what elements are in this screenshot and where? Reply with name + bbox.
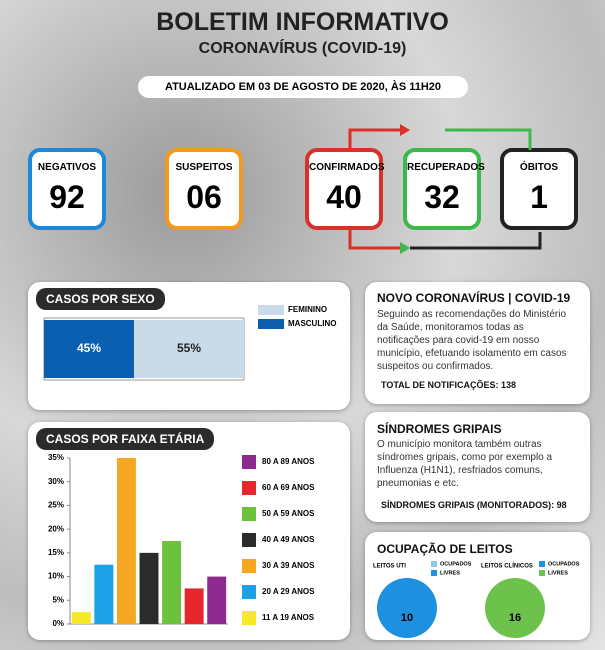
news-body: Seguindo as recomendações do Ministério … bbox=[377, 309, 567, 372]
stat-label: CONFIRMADOS bbox=[309, 162, 385, 173]
age-panel: CASOS POR FAIXA ETÁRIA 0% 5% 10% 15% 20% 25% 3… bbox=[28, 422, 350, 640]
pie-value: 16 bbox=[509, 612, 521, 624]
legend-label: OCUPADOS bbox=[440, 561, 472, 567]
pie-label: LEITOS UTI bbox=[373, 564, 406, 570]
pie-slice bbox=[485, 578, 545, 638]
legend-label: 20 A 29 ANOS bbox=[262, 587, 315, 596]
legend-swatch bbox=[539, 570, 545, 576]
subtitle: CORONAVÍRUS (COVID-19) bbox=[198, 40, 407, 57]
arrow bbox=[410, 232, 542, 250]
bar bbox=[184, 588, 204, 624]
updated: ATUALIZADO EM 03 DE AGOSTO DE 2020, ÀS 1… bbox=[138, 76, 468, 98]
legend-swatch bbox=[242, 585, 256, 599]
stat-box: CONFIRMADOS 40 bbox=[305, 148, 385, 230]
arrow bbox=[348, 230, 400, 250]
legend-swatch bbox=[539, 561, 545, 567]
legend-swatch bbox=[242, 455, 256, 469]
legend-label: FEMININO bbox=[288, 305, 327, 314]
stat-box: RECUPERADOS 32 bbox=[403, 148, 485, 230]
legend-label: 40 A 49 ANOS bbox=[262, 535, 315, 544]
arrow bbox=[348, 128, 400, 148]
arrow bbox=[445, 128, 532, 150]
value-label: 45% bbox=[77, 341, 101, 355]
bar bbox=[162, 541, 182, 624]
legend-swatch bbox=[258, 319, 284, 329]
legend-swatch bbox=[242, 559, 256, 573]
y-tick-label: 15% bbox=[48, 548, 64, 557]
legend-swatch bbox=[242, 481, 256, 495]
stat-box: SUSPEITOS 06 bbox=[165, 148, 243, 230]
arrow-head bbox=[400, 124, 410, 136]
flow-arrows bbox=[348, 124, 542, 254]
y-tick-label: 10% bbox=[48, 572, 64, 581]
stat-value: 1 bbox=[530, 179, 548, 215]
bar bbox=[94, 564, 114, 624]
pie-value: 10 bbox=[401, 612, 413, 624]
beds-charts: LEITOS UTI OCUPADOS LIVRES 10 LEITOS CLÍNICO… bbox=[373, 561, 580, 638]
legend-label: LIVRES bbox=[440, 570, 460, 576]
sex-chart: 45% 55% FEMININO MASCULINO bbox=[43, 305, 336, 381]
y-tick-label: 0% bbox=[52, 619, 64, 628]
legend-label: MASCULINO bbox=[288, 319, 336, 328]
legend-label: 11 A 19 ANOS bbox=[262, 613, 315, 622]
arrow-head bbox=[400, 242, 410, 254]
panel-title: CASOS POR SEXO bbox=[36, 288, 165, 310]
syndromes-panel: SÍNDROMES GRIPAIS O município monitora t… bbox=[365, 412, 590, 522]
title: BOLETIM INFORMATIVO bbox=[156, 8, 449, 36]
bar-segment bbox=[134, 320, 244, 378]
legend-swatch bbox=[242, 611, 256, 625]
bar bbox=[116, 458, 136, 624]
value-label: 55% bbox=[177, 341, 201, 355]
sex-panel: CASOS POR SEXO 45% 55% FEMININO MASCULINO bbox=[28, 282, 350, 410]
stat-value: 92 bbox=[49, 179, 85, 215]
legend-swatch bbox=[242, 507, 256, 521]
legend-label: 50 A 59 ANOS bbox=[262, 509, 315, 518]
y-tick-label: 20% bbox=[48, 524, 64, 533]
syndromes-total: SÍNDROMES GRIPAIS (MONITORADOS): 98 bbox=[381, 500, 567, 510]
syndromes-title: SÍNDROMES GRIPAIS bbox=[377, 422, 502, 436]
legend-label: 30 A 39 ANOS bbox=[262, 561, 315, 570]
legend-label: OCUPADOS bbox=[548, 561, 580, 567]
y-tick-label: 30% bbox=[48, 477, 64, 486]
stat-box: ÓBITOS 1 bbox=[500, 148, 578, 230]
legend-label: LIVRES bbox=[548, 570, 568, 576]
legend-swatch bbox=[431, 561, 437, 567]
bar bbox=[139, 552, 159, 624]
stat-box: NEGATIVOS 92 bbox=[28, 148, 106, 230]
stat-label: ÓBITOS bbox=[519, 162, 559, 173]
y-tick-label: 35% bbox=[48, 453, 64, 462]
bar bbox=[71, 612, 91, 624]
stat-value: 06 bbox=[186, 179, 222, 215]
syndromes-body: O município monitora também outras síndr… bbox=[377, 439, 553, 489]
beds-title: OCUPAÇÃO DE LEITOS bbox=[377, 542, 513, 556]
legend-swatch bbox=[258, 305, 284, 315]
beds-panel: OCUPAÇÃO DE LEITOS LEITOS UTI OCUPADOS LIV… bbox=[365, 532, 590, 640]
legend-swatch bbox=[242, 533, 256, 547]
stat-label: NEGATIVOS bbox=[37, 162, 97, 173]
stat-value: 32 bbox=[424, 179, 460, 215]
news-title: NOVO CORONAVÍRUS | COVID-19 bbox=[377, 291, 571, 305]
y-tick-label: 5% bbox=[52, 595, 64, 604]
panel-title: CASOS POR FAIXA ETÁRIA bbox=[36, 428, 215, 450]
bar bbox=[207, 576, 227, 624]
stat-label: SUSPEITOS bbox=[175, 162, 233, 173]
legend-swatch bbox=[431, 570, 437, 576]
legend-label: 60 A 69 ANOS bbox=[262, 483, 315, 492]
pie-slice bbox=[377, 578, 437, 638]
stat-label: RECUPERADOS bbox=[407, 162, 485, 173]
stat-value: 40 bbox=[326, 179, 362, 215]
news-panel: NOVO CORONAVÍRUS | COVID-19 Seguindo as … bbox=[365, 282, 590, 404]
news-total: TOTAL DE NOTIFICAÇÕES: 138 bbox=[381, 380, 517, 390]
y-tick-label: 25% bbox=[48, 501, 64, 510]
bar-segment bbox=[44, 320, 134, 378]
legend-label: 80 A 89 ANOS bbox=[262, 457, 315, 466]
pie-label: LEITOS CLÍNICOS bbox=[481, 562, 533, 570]
age-chart: 0% 5% 10% 15% 20% 25% 30% 35% 11 A 19 ANOS 20 A 2… bbox=[48, 453, 315, 628]
